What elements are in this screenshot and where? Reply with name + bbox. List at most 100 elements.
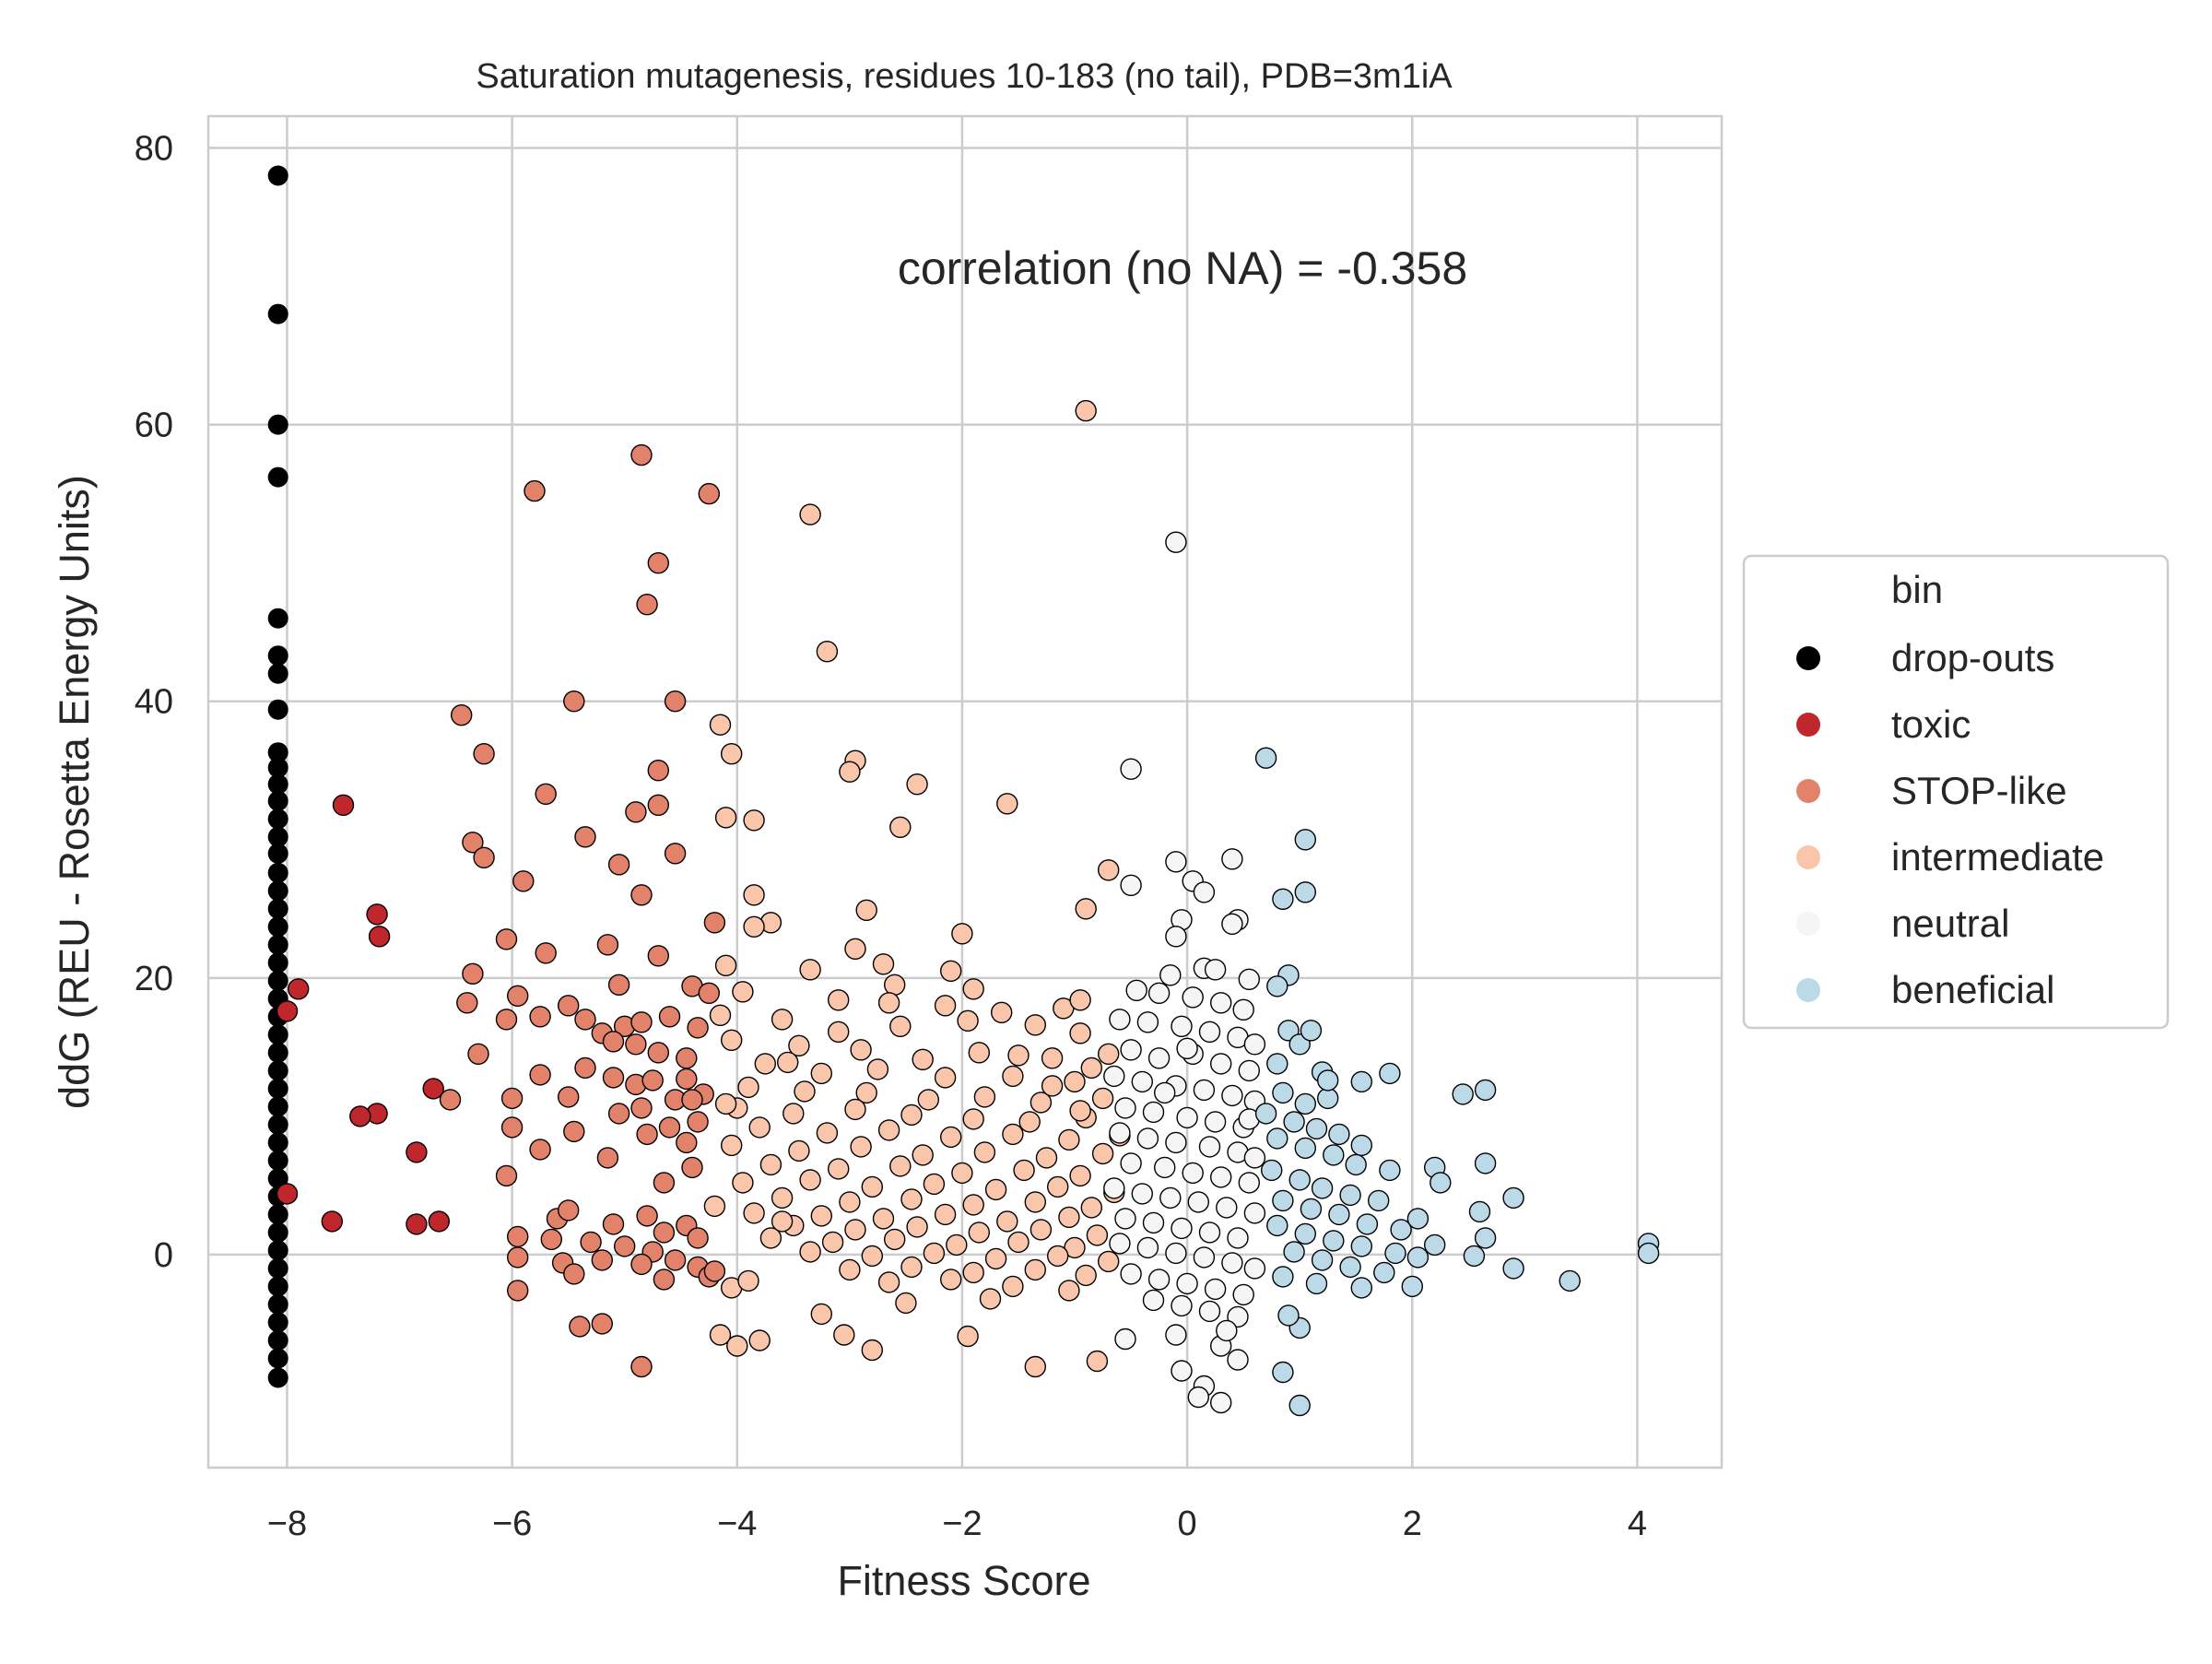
data-point-stop-like xyxy=(540,1228,562,1251)
data-point-neutral xyxy=(1125,979,1147,1002)
data-point-intermediate xyxy=(799,1169,821,1191)
data-point-drop-outs xyxy=(267,952,288,974)
data-point-stop-like xyxy=(630,1355,653,1378)
data-point-intermediate xyxy=(1046,1175,1069,1198)
data-point-stop-like xyxy=(529,1006,551,1028)
data-point-intermediate xyxy=(714,807,737,829)
data-point-stop-like xyxy=(495,928,518,950)
data-point-stop-like xyxy=(647,552,669,574)
data-point-intermediate xyxy=(759,1153,782,1176)
data-point-drop-outs xyxy=(267,1078,288,1099)
data-point-intermediate xyxy=(912,1144,934,1166)
data-point-stop-like xyxy=(507,1246,529,1269)
data-point-beneficial xyxy=(1272,888,1294,910)
data-point-intermediate xyxy=(996,1210,1018,1233)
data-point-beneficial xyxy=(1288,1169,1311,1191)
data-point-intermediate xyxy=(1024,1191,1047,1213)
data-point-beneficial xyxy=(1311,1249,1334,1271)
data-point-toxic xyxy=(428,1210,450,1233)
data-point-stop-like xyxy=(451,704,473,726)
data-point-neutral xyxy=(1238,1059,1261,1082)
data-point-neutral xyxy=(1136,1011,1159,1033)
y-axis-label: ddG (REU - Rosetta Energy Units) xyxy=(51,475,98,1109)
data-point-neutral xyxy=(1159,964,1182,986)
data-point-stop-like xyxy=(535,783,557,805)
data-point-intermediate xyxy=(900,1188,923,1210)
data-point-neutral xyxy=(1204,1278,1227,1301)
data-point-neutral xyxy=(1147,982,1171,1005)
data-point-intermediate xyxy=(737,1076,759,1099)
data-point-intermediate xyxy=(962,978,984,1000)
data-point-beneficial xyxy=(1316,1087,1339,1110)
data-point-neutral xyxy=(1114,1328,1136,1351)
data-point-stop-like xyxy=(664,1249,687,1271)
data-point-intermediate xyxy=(833,1324,855,1346)
data-point-stop-like xyxy=(512,870,535,892)
data-point-intermediate xyxy=(788,1139,810,1162)
data-point-stop-like xyxy=(630,443,653,466)
data-point-intermediate xyxy=(816,1122,839,1144)
data-point-intermediate xyxy=(810,1062,832,1085)
data-point-stop-like xyxy=(602,1031,625,1053)
data-point-neutral xyxy=(1204,1111,1227,1133)
legend-marker xyxy=(1796,713,1820,737)
data-point-beneficial xyxy=(1350,1235,1373,1257)
data-point-stop-like xyxy=(574,826,596,848)
data-point-stop-like xyxy=(703,912,726,934)
data-point-neutral xyxy=(1193,1079,1216,1102)
data-point-stop-like xyxy=(653,1172,676,1194)
data-point-beneficial xyxy=(1468,1200,1491,1223)
data-point-beneficial xyxy=(1350,1070,1373,1093)
data-point-intermediate xyxy=(709,1324,732,1346)
data-point-intermediate xyxy=(714,954,737,977)
data-point-drop-outs xyxy=(267,898,288,919)
data-point-neutral xyxy=(1204,959,1227,981)
data-point-stop-like xyxy=(658,1116,681,1139)
data-point-beneficial xyxy=(1502,1186,1524,1210)
data-point-neutral xyxy=(1209,1053,1232,1075)
legend-frame xyxy=(1742,554,2170,1030)
grid-layer xyxy=(208,116,1722,1468)
data-point-intermediate xyxy=(877,992,900,1014)
data-point-stop-like xyxy=(558,995,580,1017)
data-point-intermediate xyxy=(821,1231,844,1254)
data-point-intermediate xyxy=(979,1288,1002,1310)
plot-area-frame xyxy=(206,114,1724,1469)
data-point-stop-like xyxy=(625,801,647,823)
data-point-drop-outs xyxy=(267,303,288,325)
data-point-beneficial xyxy=(1316,1069,1339,1092)
data-point-beneficial xyxy=(1305,1117,1328,1140)
data-point-stop-like xyxy=(596,934,619,956)
data-point-beneficial xyxy=(1272,1361,1294,1384)
data-point-intermediate xyxy=(957,1325,979,1348)
data-point-intermediate xyxy=(895,1292,917,1315)
data-point-beneficial xyxy=(1300,1020,1323,1042)
data-point-neutral xyxy=(1221,913,1243,935)
legend-marker xyxy=(1796,912,1820,936)
data-point-beneficial xyxy=(1294,1092,1317,1115)
data-point-stop-like xyxy=(607,854,630,876)
data-point-beneficial xyxy=(1345,1153,1367,1176)
data-point-intermediate xyxy=(1041,1075,1064,1097)
data-point-stop-like xyxy=(558,1086,580,1108)
data-point-beneficial xyxy=(1423,1233,1446,1257)
data-point-intermediate xyxy=(1097,1250,1120,1273)
data-point-beneficial xyxy=(1294,1137,1317,1160)
y-tick-label: 80 xyxy=(135,130,173,169)
data-point-intermediate xyxy=(799,959,821,981)
data-point-intermediate xyxy=(1069,1164,1091,1187)
data-point-beneficial xyxy=(1266,1214,1288,1237)
data-point-intermediate xyxy=(1075,399,1097,422)
data-point-stop-like xyxy=(676,1047,698,1069)
legend-label: neutral xyxy=(1891,902,2009,945)
data-point-neutral xyxy=(1147,1047,1171,1069)
data-point-intermediate xyxy=(748,1116,771,1139)
data-point-drop-outs xyxy=(267,1293,288,1315)
data-point-drop-outs xyxy=(267,826,288,847)
data-point-drop-outs xyxy=(267,880,288,902)
data-point-intermediate xyxy=(743,809,765,832)
data-point-intermediate xyxy=(771,1210,794,1233)
data-point-stop-like xyxy=(630,1011,653,1033)
data-point-neutral xyxy=(1165,851,1187,873)
data-point-stop-like xyxy=(591,1249,613,1271)
